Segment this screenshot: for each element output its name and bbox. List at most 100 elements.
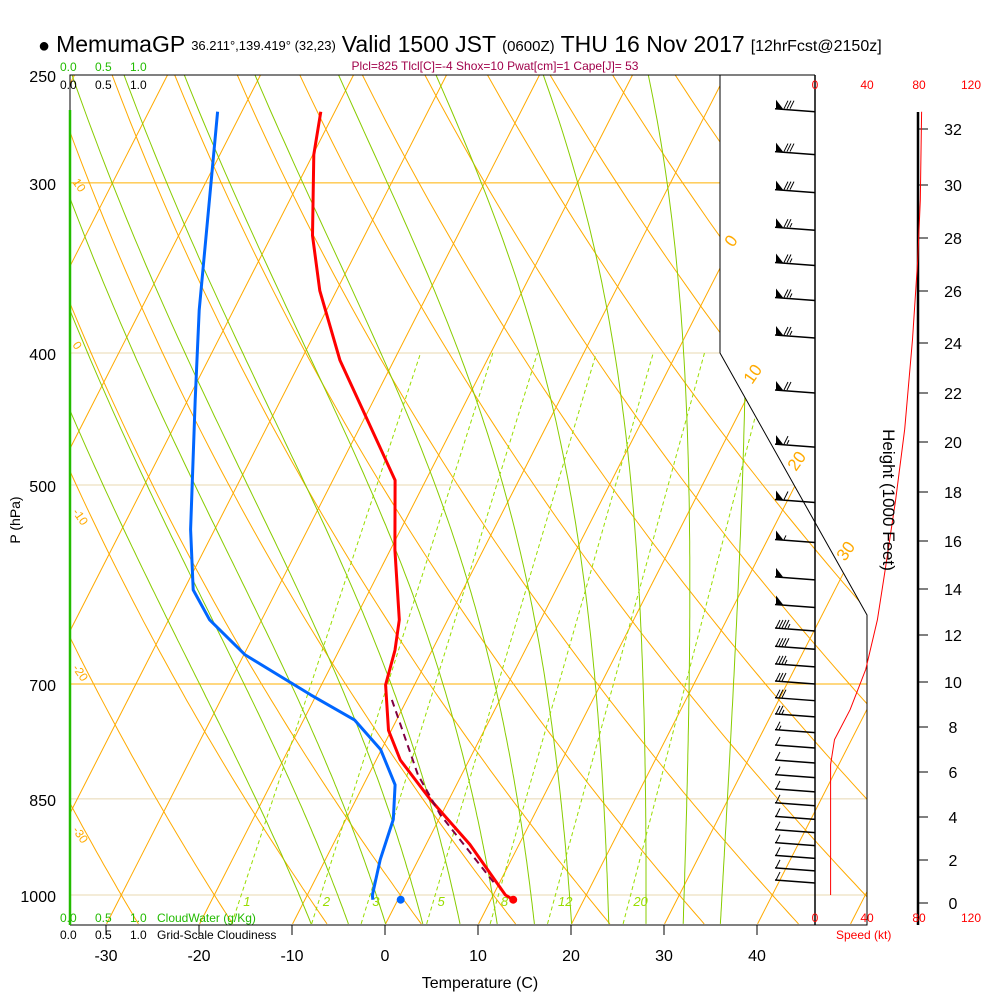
wind-barb-feather xyxy=(789,143,795,152)
wind-barb-feather xyxy=(781,689,787,698)
wind-barb-feather xyxy=(781,637,787,647)
isotherm-line xyxy=(571,75,867,925)
isotherm-label: 10 xyxy=(740,361,766,387)
cloud-scale-bottom-black-1: 0.5 xyxy=(95,928,112,942)
mixing-ratio-label: 3 xyxy=(372,894,380,909)
wind-barb xyxy=(774,859,816,872)
mixing-ratio-grid xyxy=(231,353,773,925)
wind-barb-staff xyxy=(774,498,816,504)
height-tick-label: 16 xyxy=(944,534,962,551)
wind-barb-staff xyxy=(774,680,816,685)
valid-time: Valid 1500 JST xyxy=(342,31,496,57)
dry-adiabat-line xyxy=(487,75,867,925)
wind-barb-half-feather xyxy=(786,439,790,445)
wind-barb-feather xyxy=(786,289,792,298)
wind-barb xyxy=(774,871,816,884)
dry-adiabat-line xyxy=(236,75,799,925)
wind-barb-staff xyxy=(774,879,816,884)
wind-barb xyxy=(774,721,816,734)
wind-barb-feather xyxy=(781,619,787,629)
wind-barb-pennant xyxy=(776,435,783,445)
isotherm-line xyxy=(70,75,261,925)
wind-barb-feather xyxy=(786,100,792,109)
moist-adiabat-line xyxy=(254,75,535,924)
dry-adiabat-line xyxy=(299,75,867,925)
height-tick-label: 14 xyxy=(944,582,962,599)
wind-barb-half-feather xyxy=(789,258,793,263)
height-tick-label: 0 xyxy=(949,896,958,913)
mixing-ratio-label: 20 xyxy=(632,894,648,909)
wind-barb-feather xyxy=(775,655,781,665)
wind-barb-half-feather xyxy=(778,725,782,730)
wind-barb-feather xyxy=(786,254,792,263)
wind-barb-feather xyxy=(783,435,789,445)
wind-barb-feather xyxy=(778,619,784,629)
forecast-info: [12hrFcst@2150z] xyxy=(751,38,882,55)
wind-barb-feather xyxy=(775,847,781,856)
wind-barb xyxy=(774,672,816,685)
wind-barb-feather xyxy=(778,637,784,647)
dry-adiabat-line xyxy=(612,75,867,925)
mixing-ratio-label: 12 xyxy=(558,894,573,909)
isotherm-line xyxy=(850,75,867,925)
wind-barb-feather xyxy=(775,619,781,629)
mixing-ratio-label: 8 xyxy=(501,894,509,909)
wind-barb-feather xyxy=(786,181,792,190)
wind-barb-feather xyxy=(783,254,789,263)
wind-barb-feather xyxy=(775,821,781,830)
wind-barb-staff xyxy=(774,828,816,834)
dry-adiabat-label: 10 xyxy=(70,176,89,195)
wind-barb-half-feather xyxy=(789,222,793,228)
height-tick-label: 12 xyxy=(944,628,962,645)
isotherm-line xyxy=(70,75,354,925)
wind-barb-feather xyxy=(775,766,781,775)
wind-barb-pennant xyxy=(776,567,783,577)
dry-adiabat-line xyxy=(424,75,867,925)
dewpoint-line xyxy=(189,111,397,900)
temperature-tick-label: 0 xyxy=(381,948,390,965)
wind-barb-staff xyxy=(774,788,816,793)
wind-barb-feather xyxy=(783,100,789,109)
height-tick-label: 18 xyxy=(944,485,962,502)
height-tick-label: 20 xyxy=(944,435,962,452)
cloud-scale-bottom-green-2: 1.0 xyxy=(130,911,147,925)
background-grid xyxy=(70,75,867,925)
wind-barb xyxy=(774,530,816,544)
moist-adiabat-line xyxy=(719,75,747,924)
wind-barb-staff xyxy=(774,802,816,807)
surface-dewpoint-point xyxy=(396,895,405,904)
moist-adiabat-line xyxy=(435,75,610,924)
x-axis-title: Temperature (C) xyxy=(422,975,538,992)
wind-barb xyxy=(774,808,816,821)
cloud-scale-top: 0.0 0.5 1.0 0.0 0.5 1.0 xyxy=(60,60,147,92)
wind-barb-feather xyxy=(781,655,787,665)
wind-barb-half-feather xyxy=(783,535,787,540)
valid-date: THU 16 Nov 2017 xyxy=(561,31,745,57)
wind-barb-feather xyxy=(775,871,781,881)
mixing-ratio-line xyxy=(622,353,773,924)
wind-barb-staff xyxy=(774,107,816,113)
dry-adiabat-line xyxy=(70,75,516,925)
height-axis-title: Height (1000 Feet) xyxy=(879,429,898,571)
wind-barb-half-feather xyxy=(781,709,785,715)
isotherm-label: 0 xyxy=(721,232,742,251)
dry-adiabat-line xyxy=(70,75,422,925)
wind-barb xyxy=(774,834,816,847)
wind-barb-feather xyxy=(778,705,784,715)
wind-barb xyxy=(774,435,816,448)
wind-barb xyxy=(774,218,816,231)
wind-barb-feather xyxy=(783,181,789,190)
parcel-line xyxy=(390,699,497,886)
wind-barb xyxy=(774,655,816,668)
header-bullet: ● xyxy=(38,35,50,57)
cloud-scale-bottom: 0.0 0.5 1.0 CloudWater (g/Kg) 0.0 0.5 1.… xyxy=(60,911,276,942)
temperature-tick-label: -20 xyxy=(187,948,210,965)
wind-barb xyxy=(774,794,816,807)
wind-barb-feather xyxy=(775,780,781,790)
cloud-scale-top-green-0: 0.0 xyxy=(60,60,77,74)
mixing-ratio-line xyxy=(489,353,654,924)
chart-header: ● MemumaGP 36.211°,139.419° (32,23) Vali… xyxy=(38,31,882,57)
wind-barb-feather xyxy=(786,218,792,228)
speed-tick-label: 120 xyxy=(961,78,981,92)
wind-barb-pennant xyxy=(776,595,783,605)
